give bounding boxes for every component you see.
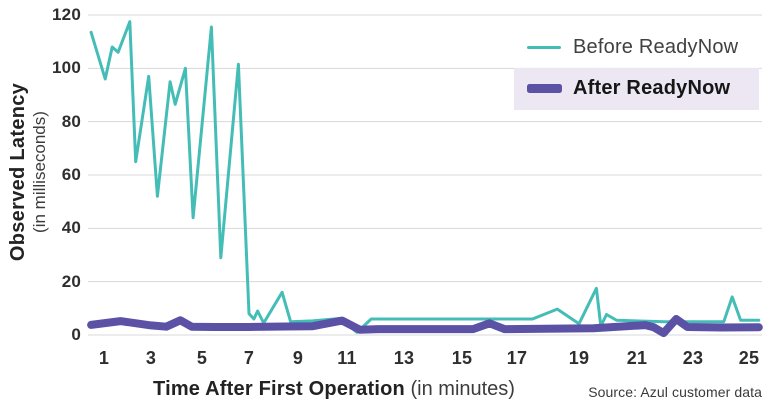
y-tick-label-120: 120 (52, 5, 81, 24)
x-tick-label-15: 15 (451, 348, 473, 368)
x-tick-label-21: 21 (626, 348, 648, 368)
y-tick-label-60: 60 (61, 165, 81, 184)
x-tick-label-25: 25 (738, 348, 760, 368)
y-tick-label-100: 100 (52, 58, 81, 78)
x-tick-label-13: 13 (393, 348, 415, 368)
y-tick-label-0: 0 (71, 325, 81, 344)
series-line-after-readynow (87, 315, 763, 338)
legend: Before ReadyNow After ReadyNow (514, 30, 759, 110)
y-tick-label-80: 80 (61, 111, 81, 131)
x-tick-label-9: 9 (292, 348, 304, 368)
x-tick-label-11: 11 (337, 348, 357, 368)
legend-item-after-readynow: After ReadyNow (514, 68, 759, 110)
y-tick-label-40: 40 (61, 218, 81, 238)
x-axis-title: Time After First Operation (in minutes) (88, 378, 580, 401)
y-tick-label-20: 20 (61, 271, 81, 291)
before-readynow-line-swatch (527, 46, 561, 49)
x-tick-label-1: 1 (98, 348, 110, 368)
x-tick-label-5: 5 (196, 348, 208, 368)
x-axis-subtitle-text: (in minutes) (404, 378, 515, 400)
x-tick-label-19: 19 (568, 348, 590, 368)
x-tick-label-23: 23 (682, 348, 704, 368)
legend-item-before-readynow: Before ReadyNow (514, 30, 759, 65)
after-readynow-line-swatch (527, 84, 562, 93)
x-axis-title-text: Time After First Operation (153, 378, 405, 400)
legend-label-after-readynow: After ReadyNow (573, 77, 731, 99)
x-tick-label-3: 3 (145, 348, 157, 368)
x-tick-label-7: 7 (243, 348, 255, 368)
x-tick-label-17: 17 (506, 348, 528, 368)
legend-label-before-readynow: Before ReadyNow (573, 36, 739, 58)
source-note: Source: Azul customer data (588, 384, 762, 400)
